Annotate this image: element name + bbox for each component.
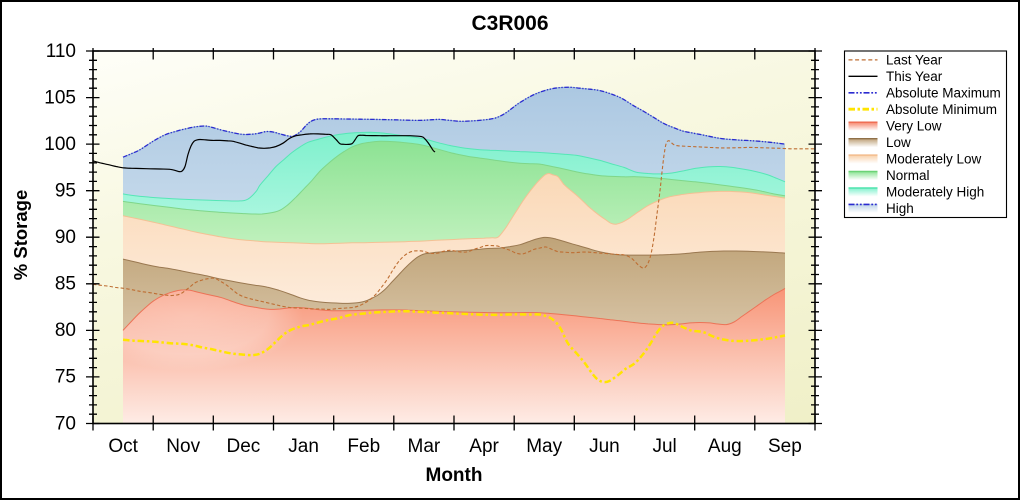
svg-text:C3R006: C3R006: [471, 12, 548, 35]
svg-text:Absolute Maximum: Absolute Maximum: [886, 86, 1001, 101]
svg-text:Jul: Jul: [652, 436, 676, 457]
svg-text:Very Low: Very Low: [886, 119, 942, 134]
svg-text:100: 100: [44, 134, 76, 155]
svg-text:Moderately Low: Moderately Low: [886, 151, 982, 166]
svg-text:Low: Low: [886, 135, 911, 150]
svg-text:Apr: Apr: [469, 436, 499, 457]
svg-text:Aug: Aug: [708, 436, 742, 457]
svg-text:May: May: [526, 436, 562, 457]
svg-text:Sep: Sep: [768, 436, 802, 457]
svg-text:Dec: Dec: [227, 436, 261, 457]
svg-text:110: 110: [46, 41, 76, 62]
svg-text:80: 80: [55, 320, 76, 341]
svg-text:Nov: Nov: [166, 436, 200, 457]
svg-text:75: 75: [55, 367, 76, 388]
svg-text:Jun: Jun: [589, 436, 620, 457]
svg-text:95: 95: [55, 181, 76, 202]
svg-text:This Year: This Year: [886, 69, 943, 84]
svg-text:105: 105: [44, 87, 76, 108]
svg-text:Moderately High: Moderately High: [886, 184, 984, 199]
svg-text:90: 90: [55, 227, 76, 248]
svg-text:Last Year: Last Year: [886, 53, 943, 68]
svg-text:Month: Month: [426, 465, 483, 486]
svg-text:Normal: Normal: [886, 168, 930, 183]
svg-text:Mar: Mar: [408, 436, 441, 457]
svg-text:Feb: Feb: [347, 436, 380, 457]
svg-text:Oct: Oct: [108, 436, 138, 457]
svg-text:High: High: [886, 201, 914, 216]
svg-text:% Storage: % Storage: [10, 190, 31, 280]
svg-text:85: 85: [55, 274, 76, 295]
svg-text:Absolute Minimum: Absolute Minimum: [886, 102, 997, 117]
svg-text:70: 70: [55, 413, 76, 434]
svg-text:Jan: Jan: [288, 436, 319, 457]
